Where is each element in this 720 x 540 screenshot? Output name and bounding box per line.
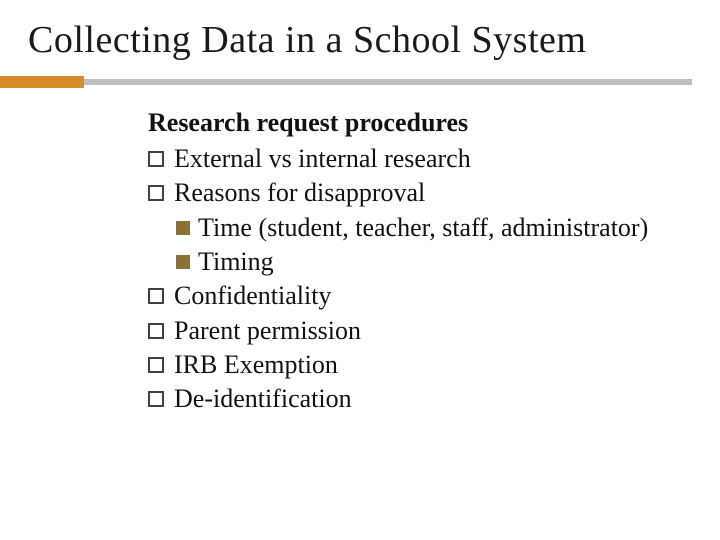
- hollow-square-bullet-icon: [148, 391, 164, 407]
- list-subitem: Time (student, teacher, staff, administr…: [176, 211, 692, 245]
- hollow-square-bullet-icon: [148, 323, 164, 339]
- list-subitem-label: Time (student, teacher, staff, administr…: [198, 211, 648, 245]
- title-rule: [28, 76, 692, 86]
- content-area: Research request procedures External vs …: [148, 108, 692, 417]
- list-item: De-identification: [148, 382, 692, 416]
- hollow-square-bullet-icon: [148, 357, 164, 373]
- hollow-square-bullet-icon: [148, 288, 164, 304]
- list-item-label: External vs internal research: [174, 142, 471, 176]
- solid-square-bullet-icon: [176, 221, 190, 235]
- list-item-label: Confidentiality: [174, 279, 331, 313]
- solid-square-bullet-icon: [176, 255, 190, 269]
- list-item: External vs internal research: [148, 142, 692, 176]
- slide-title: Collecting Data in a School System: [28, 18, 692, 62]
- list-item: Reasons for disapproval: [148, 176, 692, 210]
- hollow-square-bullet-icon: [148, 151, 164, 167]
- rule-gray-bar: [28, 79, 692, 85]
- list-item: Parent permission: [148, 314, 692, 348]
- list-item-label: IRB Exemption: [174, 348, 338, 382]
- list-subitem: Timing: [176, 245, 692, 279]
- list-item-label: De-identification: [174, 382, 352, 416]
- rule-orange-accent: [0, 76, 84, 88]
- hollow-square-bullet-icon: [148, 185, 164, 201]
- list-item: Confidentiality: [148, 279, 692, 313]
- list-item-label: Parent permission: [174, 314, 361, 348]
- list-item-label: Reasons for disapproval: [174, 176, 425, 210]
- list-item: IRB Exemption: [148, 348, 692, 382]
- list-subitem-label: Timing: [198, 245, 274, 279]
- subtitle: Research request procedures: [148, 108, 692, 138]
- slide: Collecting Data in a School System Resea…: [0, 0, 720, 540]
